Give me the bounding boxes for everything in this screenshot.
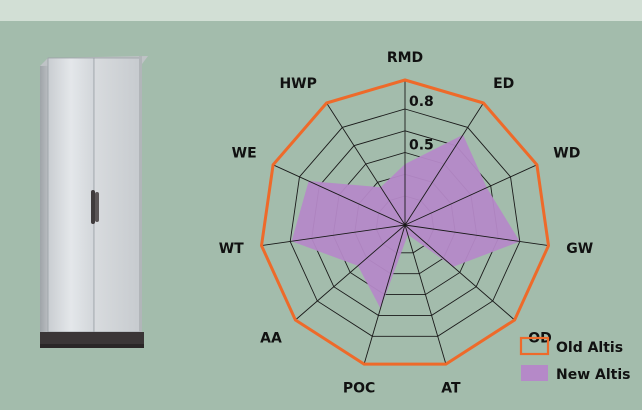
grid-ring-4 [311,130,499,316]
radar-spokes [261,80,549,365]
axis-label-wd: WD [553,145,580,161]
axis-label-poc: POC [343,380,375,396]
tick-labels: 0.5 0.8 [409,94,434,154]
axis-label-gw: GW [566,241,593,257]
grid-ring-5 [289,108,521,337]
legend: Old Altis New Altis [519,336,630,383]
spoke-we [272,164,406,226]
series-new-altis-area [291,134,520,309]
spoke-od [404,224,515,321]
axis-label-rmd: RMD [387,50,423,66]
spoke-wd [404,164,538,226]
cabinet-photo [40,56,148,348]
tick-label-0-8: 0.8 [409,94,434,110]
spoke-aa [295,224,406,321]
axis-label-we: WE [232,145,257,161]
tick-label-0-5: 0.5 [409,138,434,154]
spoke-poc [363,224,406,365]
axis-label-ed: ED [493,76,514,92]
legend-swatch-old-altis [519,336,550,356]
legend-label-old-altis: Old Altis [556,340,623,356]
spoke-gw [404,224,549,247]
spoke-hwp [326,102,406,226]
axis-label-wt: WT [219,241,244,257]
axis-label-aa: AA [260,331,282,347]
legend-swatch-new-altis [521,365,548,381]
axis-label-hwp: HWP [279,76,316,92]
top-band [0,0,642,21]
legend-label-new-altis: New Altis [556,367,630,383]
series-old-altis-outline [259,78,551,366]
spoke-wt [261,224,406,247]
axis-label-at: AT [441,380,461,396]
spoke-at [404,224,447,365]
spoke-ed [404,102,484,226]
